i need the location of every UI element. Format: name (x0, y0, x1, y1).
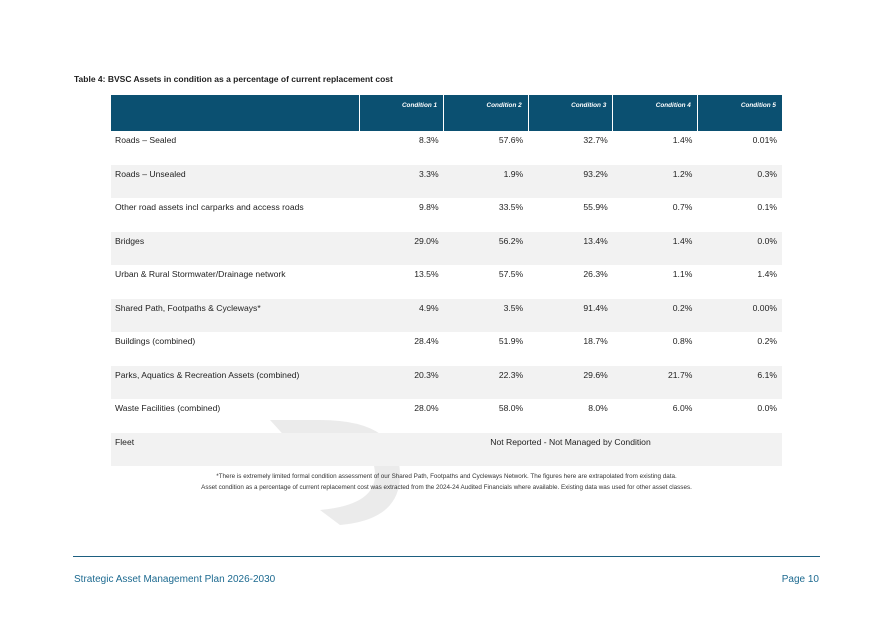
condition-value: 9.8% (419, 202, 439, 212)
condition-value: 0.00% (697, 298, 782, 332)
footer-document-title: Strategic Asset Management Plan 2026-203… (74, 574, 276, 585)
condition-value: 28.0% (414, 403, 439, 413)
condition-value: 3.5% (443, 298, 529, 332)
condition-value: 21.7% (612, 365, 698, 399)
condition-value: 0.1% (757, 202, 777, 212)
condition-value: 55.9% (583, 202, 608, 212)
condition-value: 0.2% (757, 336, 777, 346)
condition-value: 22.3% (443, 365, 529, 399)
table-row: Waste Facilities (combined) 28.0% 58.0% … (111, 399, 782, 433)
table-caption: Table 4: BVSC Assets in condition as a p… (74, 74, 393, 84)
condition-value: 1.2% (612, 164, 698, 198)
table-row: Other road assets incl carparks and acce… (111, 198, 782, 232)
table-row: Bridges 29.0% 56.2% 13.4% 1.4% 0.0% (111, 231, 782, 265)
table-row-fleet: Fleet Not Reported - Not Managed by Cond… (111, 432, 782, 466)
condition-value: 28.4% (414, 336, 439, 346)
asset-name: Waste Facilities (combined) (115, 403, 221, 413)
asset-name: Other road assets incl carparks and acce… (115, 202, 304, 212)
footnote-shared-paths: *There is extremely limited formal condi… (216, 473, 677, 480)
condition-value: 91.4% (528, 298, 613, 332)
asset-name: Parks, Aquatics & Recreation Assets (com… (111, 365, 359, 399)
condition-value: 1.9% (443, 164, 529, 198)
table-header-row: Condition 1 Condition 2 Condition 3 Cond… (111, 95, 782, 131)
condition-value: 20.3% (359, 365, 444, 399)
condition-value: 29.0% (359, 231, 444, 265)
condition-value: 1.1% (672, 269, 693, 279)
asset-name: Bridges (111, 231, 359, 265)
header-condition-4: Condition 4 (612, 95, 698, 131)
condition-value: 3.3% (359, 164, 444, 198)
table-row: Buildings (combined) 28.4% 51.9% 18.7% 0… (111, 332, 782, 366)
header-condition-1: Condition 1 (358, 95, 444, 131)
table-row: Shared Path, Footpaths & Cycleways* 4.9%… (111, 298, 782, 332)
asset-name: Roads – Unsealed (111, 164, 359, 198)
table-row: Parks, Aquatics & Recreation Assets (com… (111, 365, 782, 399)
condition-value: 0.01% (752, 135, 777, 145)
asset-name: Fleet (111, 432, 359, 466)
condition-value: 93.2% (528, 164, 613, 198)
condition-value: 13.5% (414, 269, 439, 279)
condition-value: 0.0% (697, 231, 782, 265)
table-row: Urban & Rural Stormwater/Drainage networ… (111, 265, 782, 299)
condition-value: 1.4% (757, 269, 777, 279)
condition-value: 0.2% (612, 298, 698, 332)
condition-value: 0.8% (672, 336, 693, 346)
condition-value: 58.0% (498, 403, 524, 413)
footnote-data-source: Asset condition as a percentage of curre… (201, 484, 692, 491)
condition-value: 51.9% (498, 336, 524, 346)
condition-value: 56.2% (443, 231, 529, 265)
condition-value: 18.7% (583, 336, 608, 346)
asset-name: Urban & Rural Stormwater/Drainage networ… (115, 269, 286, 279)
fleet-note: Not Reported - Not Managed by Condition (359, 432, 782, 466)
footer-divider (73, 556, 820, 557)
asset-name: Buildings (combined) (115, 336, 196, 346)
condition-value: 4.9% (359, 298, 444, 332)
condition-value: 13.4% (528, 231, 613, 265)
condition-value: 8.3% (419, 135, 439, 145)
condition-value: 29.6% (528, 365, 613, 399)
condition-value: 57.5% (498, 269, 524, 279)
condition-value: 6.1% (697, 365, 782, 399)
header-condition-2: Condition 2 (443, 95, 529, 131)
condition-value: 26.3% (583, 269, 608, 279)
asset-name: Shared Path, Footpaths & Cycleways* (111, 298, 359, 332)
asset-name: Roads – Sealed (115, 135, 177, 145)
table-row: Roads – Unsealed 3.3% 1.9% 93.2% 1.2% 0.… (111, 164, 782, 198)
condition-value: 0.7% (672, 202, 693, 212)
condition-value: 0.3% (697, 164, 782, 198)
condition-value: 57.6% (498, 135, 524, 145)
header-condition-3: Condition 3 (527, 95, 613, 131)
asset-condition-table: Condition 1 Condition 2 Condition 3 Cond… (111, 95, 782, 466)
condition-value: 6.0% (672, 403, 693, 413)
condition-value: 1.4% (612, 231, 698, 265)
condition-value: 1.4% (672, 135, 693, 145)
condition-value: 32.7% (583, 135, 608, 145)
condition-value: 8.0% (588, 403, 608, 413)
table-row: Roads – Sealed 8.3% 57.6% 32.7% 1.4% 0.0… (111, 131, 782, 165)
condition-value: 0.0% (757, 403, 777, 413)
page-number: Page 10 (781, 574, 819, 585)
header-condition-5: Condition 5 (696, 95, 782, 131)
header-asset (111, 95, 359, 131)
condition-value: 33.5% (498, 202, 524, 212)
